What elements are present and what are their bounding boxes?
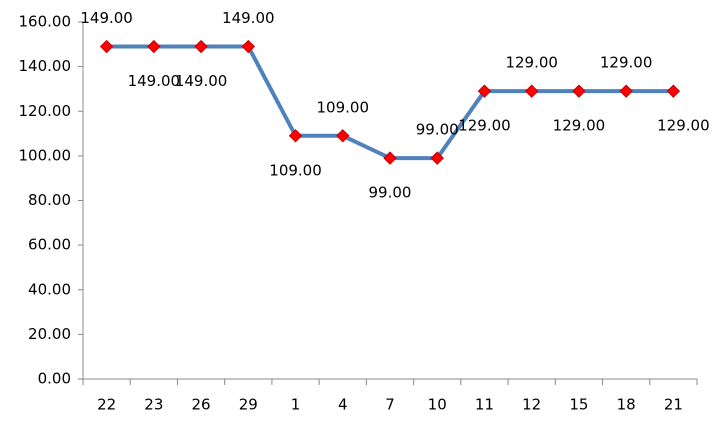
x-tick-label: 11 [475,396,494,414]
y-tick-label: 160.00 [19,13,72,31]
marker [288,129,303,143]
marker [241,39,256,54]
x-tick-label: 29 [239,396,258,414]
y-tick-label: 80.00 [28,191,71,209]
x-tick-label: 12 [522,396,541,414]
x-tick-label: 7 [385,396,395,414]
y-tick-label: 120.00 [19,102,72,120]
data-label: 129.00 [553,117,606,135]
y-tick-label: 100.00 [19,146,72,164]
x-tick-label: 23 [144,396,163,414]
marker [383,151,397,165]
data-label: 129.00 [657,117,710,135]
marker [147,39,161,54]
marker [572,84,586,98]
y-tick-label: 140.00 [19,57,72,75]
x-tick-label: 26 [192,396,211,414]
marker [524,84,539,98]
y-tick-label: 20.00 [28,325,71,343]
data-label: 149.00 [175,72,228,90]
x-tick-label: 10 [428,396,447,414]
x-tick-label: 18 [617,396,636,414]
data-label: 109.00 [317,98,370,116]
y-tick-label: 40.00 [28,280,71,298]
marker [336,129,350,143]
marker [477,84,492,98]
marker [430,151,444,165]
data-label: 149.00 [222,9,275,27]
data-label: 99.00 [369,184,412,202]
data-label: 99.00 [416,121,459,139]
x-tick-label: 1 [291,396,301,414]
data-label: 129.00 [505,54,558,72]
line [106,44,674,161]
marker [99,39,114,54]
x-tick-label: 21 [664,396,683,414]
marker [666,84,681,98]
data-label: 109.00 [269,161,322,179]
data-label: 149.00 [80,9,133,27]
marker [194,39,208,54]
data-label: 149.00 [128,72,181,90]
x-tick-label: 4 [338,396,348,414]
x-tick-label: 15 [569,396,588,414]
y-tick-label: 0.00 [38,370,71,388]
data-label: 129.00 [458,117,511,135]
data-label: 129.00 [600,54,653,72]
x-tick-label: 22 [97,396,116,414]
y-tick-label: 60.00 [28,236,71,254]
marker [619,84,633,98]
